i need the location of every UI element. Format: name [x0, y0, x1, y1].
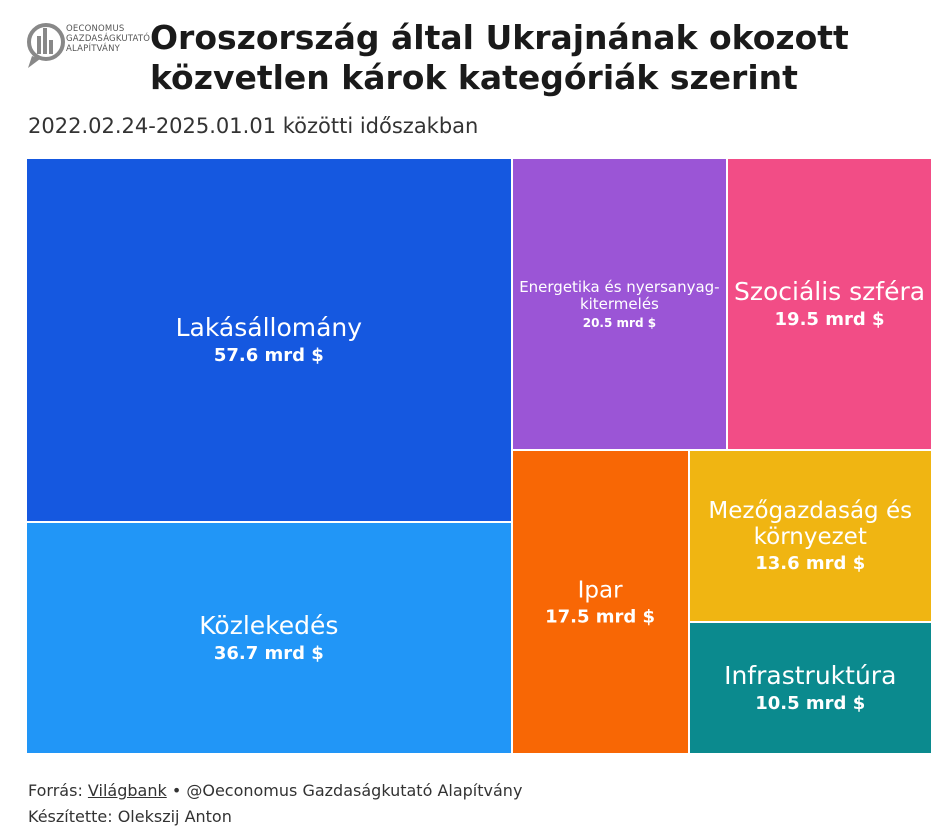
treemap-tile-szocialis-szfera: Szociális szféra 19.5 mrd $ [727, 158, 932, 451]
source-line: Forrás: Világbank • @Oeconomus Gazdaságk… [28, 778, 522, 804]
footer: Forrás: Világbank • @Oeconomus Gazdaságk… [28, 778, 522, 830]
tile-label: Infrastruktúra 10.5 mrd $ [694, 660, 927, 714]
tile-category-name: Mezőgazdaság és környezet [708, 497, 913, 551]
tile-category-name: Közlekedés [199, 611, 339, 641]
treemap-tile-energetika-es-nyersanyag-kitermeles: Energetika és nyersanyag-kitermelés 20.5 … [511, 158, 728, 451]
logo-text-line: OECONOMUS [66, 24, 125, 34]
author-line: Készítette: Olekszij Anton [28, 807, 232, 826]
tile-category-name: Energetika és nyersanyag-kitermelés [519, 277, 720, 314]
oeconomus-logo: OECONOMUS GAZDASÁGKUTATÓ ALAPÍTVÁNY [26, 18, 150, 74]
tile-label: Energetika és nyersanyag-kitermelés 20.5 … [517, 277, 722, 330]
treemap-tile-ipar: Ipar 17.5 mrd $ [511, 450, 689, 754]
tile-label: Közlekedés 36.7 mrd $ [31, 611, 507, 664]
source-suffix: • @Oeconomus Gazdaságkutató Alapítvány [171, 781, 523, 800]
tile-value-label: 17.5 mrd $ [545, 605, 656, 627]
chart-subtitle: 2022.02.24-2025.01.01 közötti időszakban [28, 114, 479, 138]
tile-label: Szociális szféra 19.5 mrd $ [732, 277, 927, 330]
tile-label: Lakásállomány 57.6 mrd $ [31, 313, 507, 366]
treemap-tile-infrastruktura: Infrastruktúra 10.5 mrd $ [688, 621, 932, 754]
tile-category-name: Szociális szféra [733, 277, 926, 307]
chart-title: Oroszország által Ukrajnának okozott köz… [150, 18, 849, 97]
logo-text: OECONOMUS GAZDASÁGKUTATÓ ALAPÍTVÁNY [66, 24, 150, 54]
logo-text-line: ALAPÍTVÁNY [66, 44, 121, 54]
tile-value-label: 13.6 mrd $ [755, 552, 866, 574]
source-prefix: Forrás: [28, 781, 83, 800]
treemap-tile-lakasallomany: Lakásállomány 57.6 mrd $ [26, 158, 512, 523]
tile-category-name: Ipar [577, 577, 623, 604]
source-link[interactable]: Világbank [87, 781, 167, 800]
tile-value-label: 20.5 mrd $ [582, 315, 657, 330]
treemap-tile-mezogazdasag-es-kornyezet: Mezőgazdaság és környezet 13.6 mrd $ [688, 450, 932, 622]
tile-value-label: 10.5 mrd $ [755, 692, 866, 714]
logo-icon [27, 23, 65, 68]
logo-text-line: GAZDASÁGKUTATÓ [66, 34, 151, 44]
tile-category-name: Infrastruktúra [724, 660, 897, 690]
tile-category-name: Lakásállomány [175, 313, 363, 343]
tile-value-label: 36.7 mrd $ [213, 642, 324, 664]
tile-label: Ipar 17.5 mrd $ [517, 577, 684, 626]
tile-value-label: 57.6 mrd $ [213, 344, 324, 366]
tile-value-label: 19.5 mrd $ [774, 308, 885, 330]
treemap-tile-kozlekedes: Közlekedés 36.7 mrd $ [26, 522, 512, 754]
tile-label: Mezőgazdaság és környezet 13.6 mrd $ [694, 498, 927, 574]
